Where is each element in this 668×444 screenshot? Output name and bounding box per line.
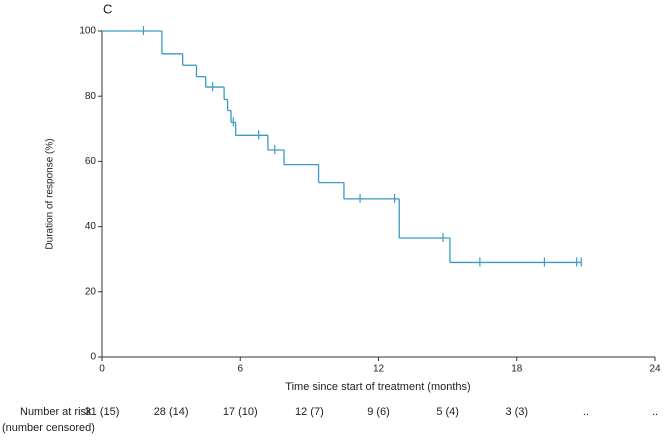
y-tick-label: 100 bbox=[79, 26, 96, 37]
risk-count: 3 (3) bbox=[505, 406, 528, 418]
risk-count: 28 (14) bbox=[154, 406, 189, 418]
risk-count: 12 (7) bbox=[295, 406, 324, 418]
x-tick-label: 6 bbox=[237, 364, 243, 375]
y-axis-label: Duration of response (%) bbox=[45, 138, 56, 249]
panel-label: C bbox=[103, 1, 112, 16]
x-tick-label: 18 bbox=[511, 364, 523, 375]
risk-count: 17 (10) bbox=[223, 406, 258, 418]
risk-count: 5 (4) bbox=[436, 406, 459, 418]
x-tick-label: 24 bbox=[649, 364, 661, 375]
risk-table-subtitle: (number censored) bbox=[2, 422, 95, 434]
risk-table-title: Number at risk bbox=[20, 406, 92, 418]
y-tick-label: 60 bbox=[85, 156, 97, 167]
risk-count: 9 (6) bbox=[367, 406, 390, 418]
y-tick-label: 40 bbox=[85, 221, 97, 232]
y-tick-label: 0 bbox=[90, 352, 96, 363]
y-tick-label: 20 bbox=[85, 286, 97, 297]
y-tick-label: 80 bbox=[85, 91, 97, 102]
risk-count: 31 (15) bbox=[85, 406, 120, 418]
x-axis-label: Time since start of treatment (months) bbox=[285, 381, 470, 393]
risk-count: .. bbox=[652, 406, 658, 418]
x-tick-label: 0 bbox=[99, 364, 105, 375]
risk-count: .. bbox=[583, 406, 589, 418]
x-tick-label: 12 bbox=[373, 364, 385, 375]
